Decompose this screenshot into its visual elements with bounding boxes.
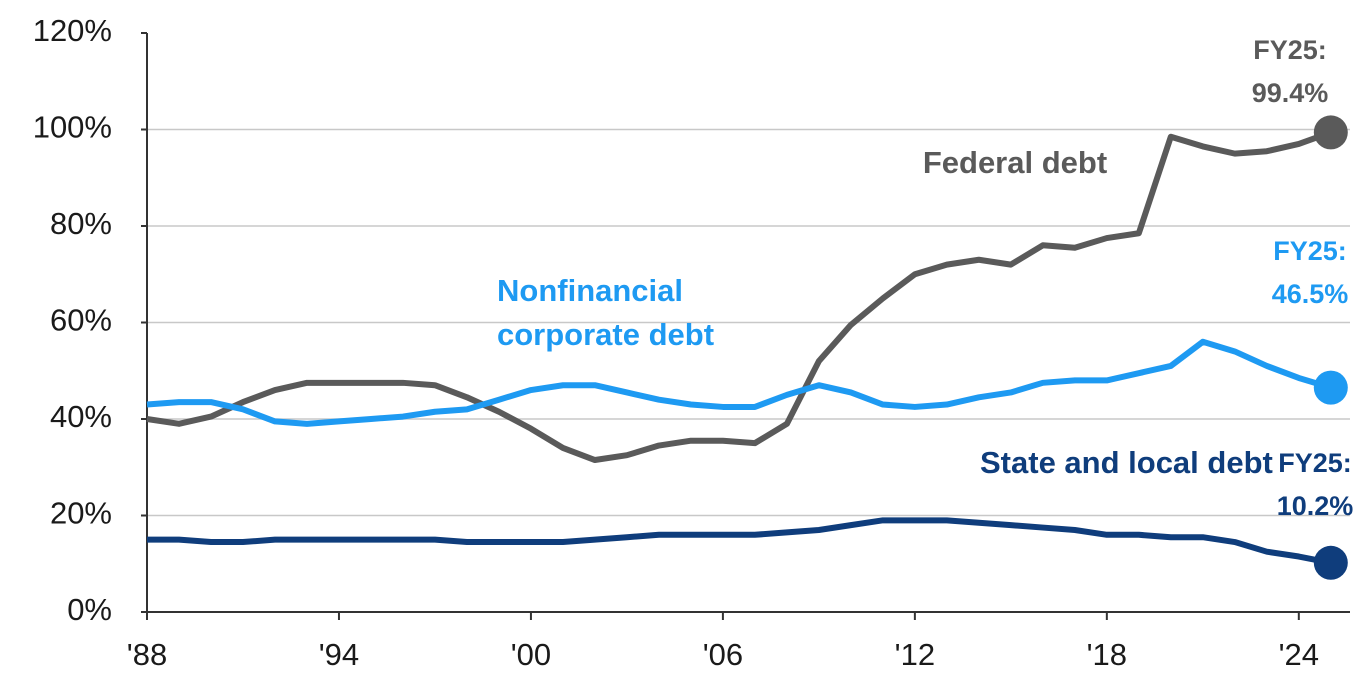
x-tick-label: '00: [511, 637, 551, 672]
y-tick-label: 60%: [50, 303, 112, 338]
end-dot: [1313, 545, 1348, 580]
end-label-prefix: FY25:: [1278, 448, 1352, 478]
value-label: 46.5%: [1272, 279, 1349, 309]
x-tick-label: '88: [127, 637, 167, 672]
x-tick-label: '24: [1279, 637, 1319, 672]
x-tick-label: '18: [1087, 637, 1127, 672]
line: [146, 129, 1332, 464]
x-tick-label: '12: [895, 637, 935, 672]
end-label-prefix: FY25:: [1273, 236, 1347, 266]
x-tick-label: '94: [319, 637, 359, 672]
line: [146, 338, 1332, 427]
series-label: Nonfinancial: [497, 273, 683, 308]
line: [147, 517, 1332, 566]
y-tick-label: 20%: [50, 496, 112, 531]
x-tick-label: '06: [703, 637, 743, 672]
value-label: 10.2%: [1277, 491, 1354, 521]
y-tick-label: 0%: [67, 592, 112, 627]
end-dot: [1313, 370, 1348, 405]
end-label-prefix: FY25:: [1253, 35, 1327, 65]
series-label: State and local debt: [980, 445, 1273, 480]
series-label: Federal debt: [923, 145, 1107, 180]
y-tick-label: 120%: [33, 13, 112, 48]
value-label: 99.4%: [1252, 78, 1329, 108]
y-tick-label: 40%: [50, 399, 112, 434]
end-dot: [1313, 115, 1348, 150]
y-tick-label: 80%: [50, 206, 112, 241]
series-label: corporate debt: [497, 317, 714, 352]
y-tick-label: 100%: [33, 110, 112, 145]
